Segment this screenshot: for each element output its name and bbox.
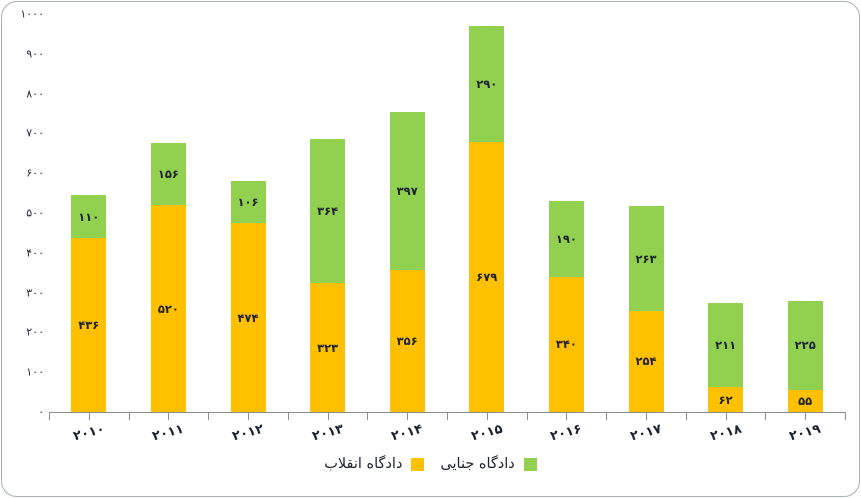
bar-value-label: ۳۶۴ xyxy=(317,204,339,218)
x-axis-tick xyxy=(805,412,807,420)
x-axis-tick xyxy=(367,412,369,420)
y-axis-tick-label: ۰ xyxy=(38,405,44,419)
x-axis-tick xyxy=(407,412,409,420)
legend-item-criminal-court: دادگاه جنایی xyxy=(440,456,537,472)
bar-value-label: ۴۳۶ xyxy=(78,318,100,333)
x-axis-tick xyxy=(526,412,528,420)
bar-value-label: ۴۷۴ xyxy=(237,310,259,325)
y-axis-tick-label: ۷۰۰ xyxy=(26,126,44,140)
x-axis-tick xyxy=(208,412,210,420)
y-axis-tick-label: ۸۰۰ xyxy=(26,87,44,101)
y-axis-tick-label: ۲۰۰ xyxy=(26,325,44,339)
x-axis-category-label: ۲۰۱۱ xyxy=(151,421,186,445)
x-axis-tick xyxy=(725,412,727,420)
y-axis-tick-label: ۴۰۰ xyxy=(26,246,44,260)
x-axis-tick xyxy=(88,412,90,420)
bar-segment-revolutionary-court xyxy=(708,387,744,412)
x-axis-tick xyxy=(845,412,846,420)
y-axis-tick-label: ۳۰۰ xyxy=(26,286,44,300)
bar-segment-revolutionary-court xyxy=(628,310,664,412)
x-axis-tick xyxy=(287,412,289,420)
bar-value-label: ۶۷۹ xyxy=(476,269,498,284)
y-axis-tick-label: ۹۰۰ xyxy=(26,47,44,61)
bar-value-label: ۲۲۵ xyxy=(794,338,816,353)
x-axis-category-label: ۲۰۱۸ xyxy=(708,421,743,445)
legend-label-criminal-court: دادگاه جنایی xyxy=(440,456,515,472)
bar-segment-criminal-court xyxy=(628,206,664,311)
bar-value-label: ۱۱۰ xyxy=(78,209,100,224)
bar-value-label: ۳۵۶ xyxy=(396,334,418,349)
bar-segment-criminal-court xyxy=(787,300,823,391)
bar-segment-criminal-court xyxy=(469,26,505,142)
bar-segment-revolutionary-court xyxy=(548,276,584,412)
bar-value-label: ۶۲ xyxy=(718,392,733,407)
bar-segment-revolutionary-court xyxy=(310,283,346,412)
legend-swatch-green xyxy=(523,457,537,471)
legend-swatch-yellow xyxy=(411,457,425,471)
x-axis-category-label: ۲۰۱۲ xyxy=(230,421,266,445)
bar-value-label: ۱۰۶ xyxy=(237,195,259,210)
x-axis-tick xyxy=(765,412,767,420)
x-axis-tick xyxy=(606,412,608,420)
bar-segment-criminal-court xyxy=(548,201,584,277)
bar-value-label: ۲۱۱ xyxy=(715,338,737,353)
x-axis-tick xyxy=(128,412,130,420)
bar-value-label: ۱۹۰ xyxy=(555,231,577,246)
bar-segment-criminal-court xyxy=(708,303,744,388)
bar-value-label: ۳۲۳ xyxy=(317,340,339,355)
bar-segment-criminal-court xyxy=(310,138,346,284)
bar-segment-revolutionary-court xyxy=(787,390,823,412)
bar-value-label: ۲۵۴ xyxy=(635,354,657,369)
bar-value-label: ۳۹۷ xyxy=(396,184,418,199)
legend-label-revolutionary-court: دادگاه انقلاب xyxy=(324,456,403,472)
x-axis-category-label: ۲۰۱۷ xyxy=(628,421,664,445)
x-axis-category-label: ۲۰۱۵ xyxy=(469,421,505,445)
bar-segment-revolutionary-court xyxy=(71,238,107,412)
bar-segment-revolutionary-court xyxy=(389,270,425,412)
bar-value-label: ۵۲۰ xyxy=(157,301,179,316)
x-axis-tick xyxy=(327,412,329,420)
bar-segment-criminal-court xyxy=(389,112,425,271)
x-axis-category-label: ۲۰۱۹ xyxy=(787,421,823,445)
bar-segment-criminal-court xyxy=(150,142,186,206)
x-axis-category-label: ۲۰۱۶ xyxy=(549,421,584,445)
x-axis-category-label: ۲۰۱۳ xyxy=(310,421,345,445)
bar-value-label: ۱۵۶ xyxy=(157,166,179,181)
legend: دادگاه انقلاب دادگاه جنایی xyxy=(0,456,861,472)
bar-segment-revolutionary-court xyxy=(230,223,266,412)
y-axis-tick-label: ۱۰۰۰ xyxy=(20,7,44,21)
x-axis-tick xyxy=(248,412,249,420)
x-axis-category-label: ۲۰۱۰ xyxy=(71,421,107,445)
bar-value-label: ۲۶۳ xyxy=(635,251,657,266)
legend-item-revolutionary-court: دادگاه انقلاب xyxy=(324,456,425,472)
x-axis-tick xyxy=(685,412,687,420)
bar-value-label: ۲۹۰ xyxy=(476,77,498,92)
y-axis-tick-label: ۵۰۰ xyxy=(26,206,44,220)
x-axis-tick xyxy=(566,412,568,420)
x-axis-tick xyxy=(486,412,488,420)
x-axis-tick xyxy=(447,412,448,420)
bar-value-label: ۳۴۰ xyxy=(555,337,577,352)
bar-segment-criminal-court xyxy=(71,194,107,239)
y-axis-tick-label: ۱۰۰ xyxy=(26,365,44,379)
bar-segment-revolutionary-court xyxy=(150,205,186,412)
x-axis-tick xyxy=(49,412,50,420)
y-axis-tick-label: ۶۰۰ xyxy=(26,166,44,180)
bar-segment-revolutionary-court xyxy=(469,141,505,412)
bar-value-label: ۵۵ xyxy=(798,394,813,409)
x-axis-tick xyxy=(168,412,170,420)
x-axis-category-label: ۲۰۱۴ xyxy=(389,421,425,445)
bar-segment-criminal-court xyxy=(230,181,266,224)
x-axis-tick xyxy=(646,412,647,420)
